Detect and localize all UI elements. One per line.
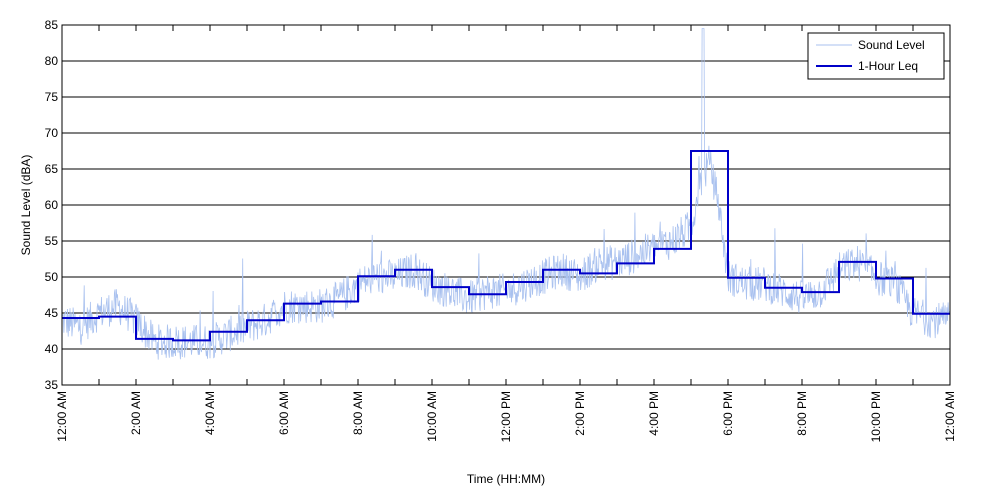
y-tick-label: 55 xyxy=(45,234,59,248)
x-tick-label: 4:00 PM xyxy=(647,391,661,436)
y-tick-label: 65 xyxy=(45,162,59,176)
x-tick-label: 10:00 PM xyxy=(869,391,883,442)
legend-entry-leq: 1-Hour Leq xyxy=(858,59,918,73)
x-tick-label: 12:00 AM xyxy=(55,391,69,442)
y-tick-label: 80 xyxy=(45,54,59,68)
y-tick-label: 50 xyxy=(45,270,59,284)
x-tick-label: 12:00 PM xyxy=(499,391,513,442)
legend-box xyxy=(807,32,945,80)
x-tick-label: 8:00 AM xyxy=(351,391,365,435)
y-axis-label: Sound Level (dBA) xyxy=(19,155,33,256)
y-tick-label: 75 xyxy=(45,90,59,104)
x-tick-label: 2:00 AM xyxy=(129,391,143,435)
x-tick-label: 6:00 PM xyxy=(721,391,735,436)
legend-entry-sound-level: Sound Level xyxy=(858,38,925,52)
series-line-leq xyxy=(62,150,950,342)
y-tick-label: 35 xyxy=(45,378,59,392)
x-tick-label: 4:00 AM xyxy=(203,391,217,435)
y-tick-label: 60 xyxy=(45,198,59,212)
x-axis-label: Time (HH:MM) xyxy=(467,472,545,486)
legend: Sound Level 1-Hour Leq xyxy=(807,32,945,80)
x-tick-label: 6:00 AM xyxy=(277,391,291,435)
y-tick-label: 85 xyxy=(45,18,59,32)
x-tick-label: 12:00 AM xyxy=(943,391,957,442)
y-tick-label: 45 xyxy=(45,306,59,320)
y-tick-label: 40 xyxy=(45,342,59,356)
x-tick-label: 2:00 PM xyxy=(573,391,587,436)
x-tick-label: 8:00 PM xyxy=(795,391,809,436)
y-tick-label: 70 xyxy=(45,126,59,140)
x-tick-label: 10:00 AM xyxy=(425,391,439,442)
